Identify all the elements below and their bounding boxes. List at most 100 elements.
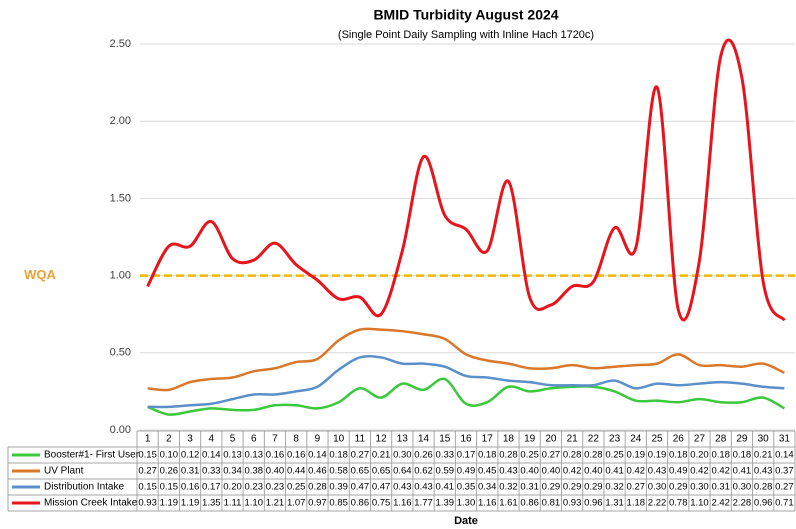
table-value: 0.39 xyxy=(329,482,348,493)
table-value: 0.40 xyxy=(266,466,285,477)
y-tick-label: 1.00 xyxy=(110,270,131,282)
table-value: 0.31 xyxy=(181,466,200,477)
x-tick-label: 14 xyxy=(418,434,430,445)
table-value: 0.14 xyxy=(308,450,327,461)
table-value: 0.96 xyxy=(584,498,603,509)
x-tick-label: 25 xyxy=(651,434,663,445)
x-tick-label: 21 xyxy=(567,434,579,445)
table-value: 0.15 xyxy=(138,482,157,493)
table-value: 0.12 xyxy=(181,450,200,461)
x-tick-label: 23 xyxy=(609,434,621,445)
table-value: 1.31 xyxy=(605,498,624,509)
x-tick-label: 27 xyxy=(694,434,706,445)
x-tick-label: 22 xyxy=(588,434,600,445)
table-value: 0.86 xyxy=(351,498,370,509)
table-value: 0.25 xyxy=(605,450,624,461)
table-value: 0.41 xyxy=(605,466,624,477)
series-line xyxy=(147,355,785,409)
table-value: 1.11 xyxy=(224,498,242,509)
x-tick-label: 28 xyxy=(715,434,727,445)
table-value: 0.30 xyxy=(733,482,752,493)
table-value: 0.29 xyxy=(669,482,688,493)
table-value: 0.15 xyxy=(160,482,179,493)
x-tick-label: 9 xyxy=(315,434,321,445)
legend-label: UV Plant xyxy=(44,466,84,477)
table-value: 1.39 xyxy=(436,498,455,509)
x-tick-label: 29 xyxy=(736,434,748,445)
table-value: 1.18 xyxy=(627,498,646,509)
x-tick-label: 5 xyxy=(230,434,236,445)
table-value: 0.37 xyxy=(775,466,794,477)
table-value: 0.46 xyxy=(308,466,327,477)
table-value: 0.62 xyxy=(414,466,433,477)
table-value: 0.32 xyxy=(499,482,518,493)
table-value: 0.18 xyxy=(478,450,497,461)
y-tick-label: 2.00 xyxy=(110,115,131,127)
table-value: 0.32 xyxy=(605,482,624,493)
x-tick-label: 8 xyxy=(293,434,299,445)
table-value: 1.61 xyxy=(499,498,518,509)
table-value: 0.16 xyxy=(181,482,200,493)
x-tick-label: 15 xyxy=(439,434,451,445)
table-value: 0.19 xyxy=(648,450,667,461)
table-value: 0.15 xyxy=(138,450,157,461)
legend-label: Distribution Intake xyxy=(44,482,124,493)
table-value: 0.64 xyxy=(393,466,412,477)
table-value: 0.18 xyxy=(711,450,730,461)
table-value: 0.33 xyxy=(436,450,455,461)
table-value: 0.20 xyxy=(223,482,242,493)
table-value: 0.71 xyxy=(775,498,794,509)
x-tick-label: 7 xyxy=(272,434,278,445)
x-tick-label: 17 xyxy=(482,434,494,445)
table-value: 0.10 xyxy=(160,450,179,461)
table-value: 0.28 xyxy=(563,450,582,461)
table-value: 0.47 xyxy=(351,482,370,493)
chart-subtitle: (Single Point Daily Sampling with Inline… xyxy=(338,29,594,41)
table-value: 0.27 xyxy=(542,450,561,461)
table-value: 0.40 xyxy=(584,466,603,477)
x-tick-label: 31 xyxy=(779,434,791,445)
table-value: 0.19 xyxy=(627,450,646,461)
table-value: 0.27 xyxy=(775,482,794,493)
y-tick-label: 2.50 xyxy=(110,38,131,50)
table-value: 1.77 xyxy=(414,498,433,509)
table-value: 0.18 xyxy=(329,450,348,461)
table-value: 1.10 xyxy=(244,498,263,509)
table-value: 0.78 xyxy=(669,498,688,509)
table-value: 0.40 xyxy=(520,466,539,477)
table-value: 0.20 xyxy=(690,450,709,461)
table-value: 0.65 xyxy=(351,466,370,477)
table-value: 0.21 xyxy=(372,450,391,461)
reference-label: WQA xyxy=(24,267,56,282)
table-value: 0.14 xyxy=(775,450,794,461)
table-value: 0.31 xyxy=(520,482,539,493)
table-value: 0.41 xyxy=(436,482,455,493)
table-value: 0.93 xyxy=(563,498,582,509)
table-value: 1.10 xyxy=(690,498,709,509)
table-value: 0.49 xyxy=(669,466,688,477)
table-value: 0.40 xyxy=(542,466,561,477)
table-value: 0.26 xyxy=(160,466,179,477)
table-value: 1.30 xyxy=(457,498,476,509)
x-tick-label: 16 xyxy=(460,434,472,445)
x-axis-label: Date xyxy=(454,515,478,527)
table-value: 1.35 xyxy=(202,498,221,509)
table-value: 0.30 xyxy=(648,482,667,493)
x-tick-label: 26 xyxy=(673,434,685,445)
table-value: 1.16 xyxy=(393,498,412,509)
y-tick-label: 0.50 xyxy=(110,347,131,359)
series-line xyxy=(146,38,786,322)
table-value: 0.35 xyxy=(457,482,476,493)
chart-title: BMID Turbidity August 2024 xyxy=(373,7,558,23)
table-value: 0.25 xyxy=(287,482,306,493)
table-value: 0.86 xyxy=(520,498,539,509)
x-tick-label: 3 xyxy=(187,434,193,445)
x-tick-label: 1 xyxy=(145,434,151,445)
table-value: 0.28 xyxy=(308,482,327,493)
table-value: 0.45 xyxy=(478,466,497,477)
table-value: 0.85 xyxy=(329,498,348,509)
table-value: 0.42 xyxy=(627,466,646,477)
x-tick-label: 13 xyxy=(397,434,409,445)
table-value: 0.27 xyxy=(627,482,646,493)
legend-label: Mission Creek Intake xyxy=(44,498,138,509)
